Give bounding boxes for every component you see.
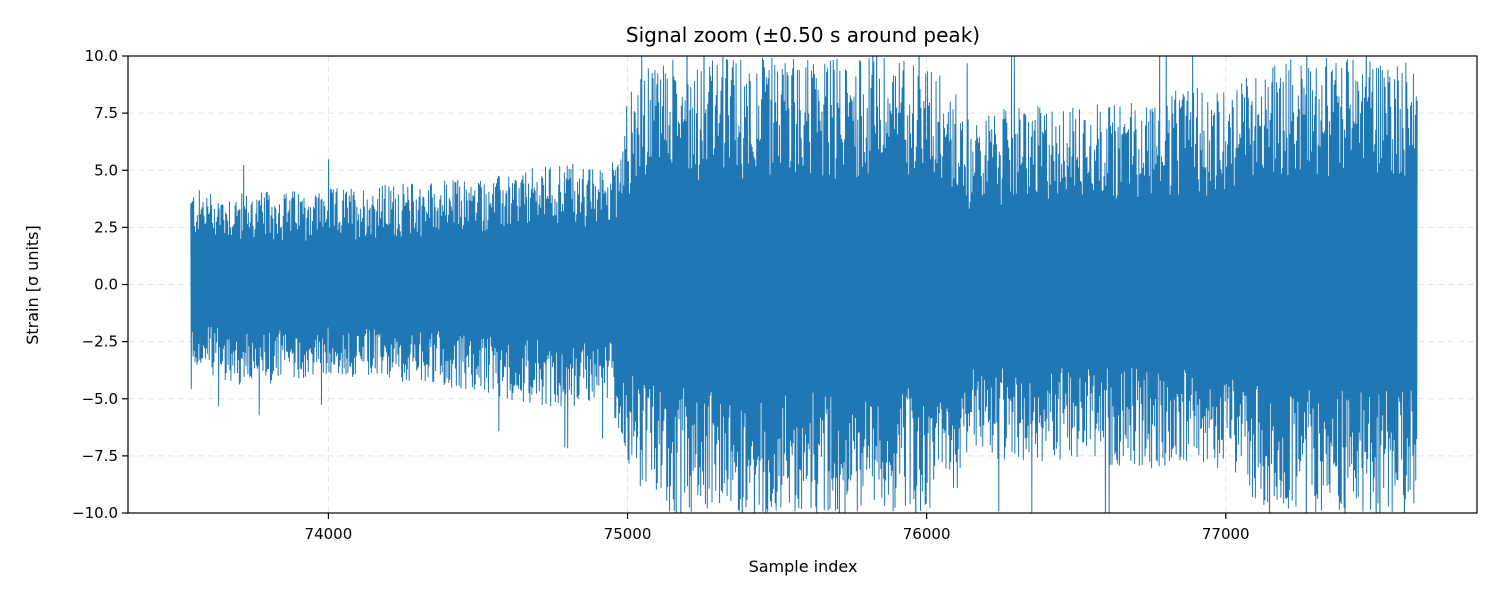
y-axis-label: Strain [σ units] — [23, 225, 42, 345]
x-axis: 74000 75000 76000 77000 — [305, 513, 1250, 543]
y-axis: −10.0 −7.5 −5.0 −2.5 0.0 2.5 5.0 7.5 10.0 — [72, 47, 128, 522]
y-tick-label: −5.0 — [82, 390, 118, 408]
y-tick-label: −2.5 — [82, 333, 118, 351]
x-tick-label: 75000 — [604, 525, 652, 543]
y-tick-label: 5.0 — [94, 161, 118, 179]
y-tick-label: 7.5 — [94, 104, 118, 122]
y-tick-label: −10.0 — [72, 504, 118, 522]
plot-area — [190, 56, 1418, 513]
x-axis-label: Sample index — [749, 557, 858, 576]
y-tick-label: 2.5 — [94, 218, 118, 236]
y-tick-label: −7.5 — [82, 447, 118, 465]
chart-title: Signal zoom (±0.50 s around peak) — [626, 23, 980, 47]
y-tick-label: 10.0 — [85, 47, 118, 65]
x-tick-label: 74000 — [305, 525, 353, 543]
y-tick-label: 0.0 — [94, 276, 118, 294]
signal-series-line — [190, 56, 1418, 513]
x-tick-label: 76000 — [903, 525, 951, 543]
x-tick-label: 77000 — [1202, 525, 1250, 543]
